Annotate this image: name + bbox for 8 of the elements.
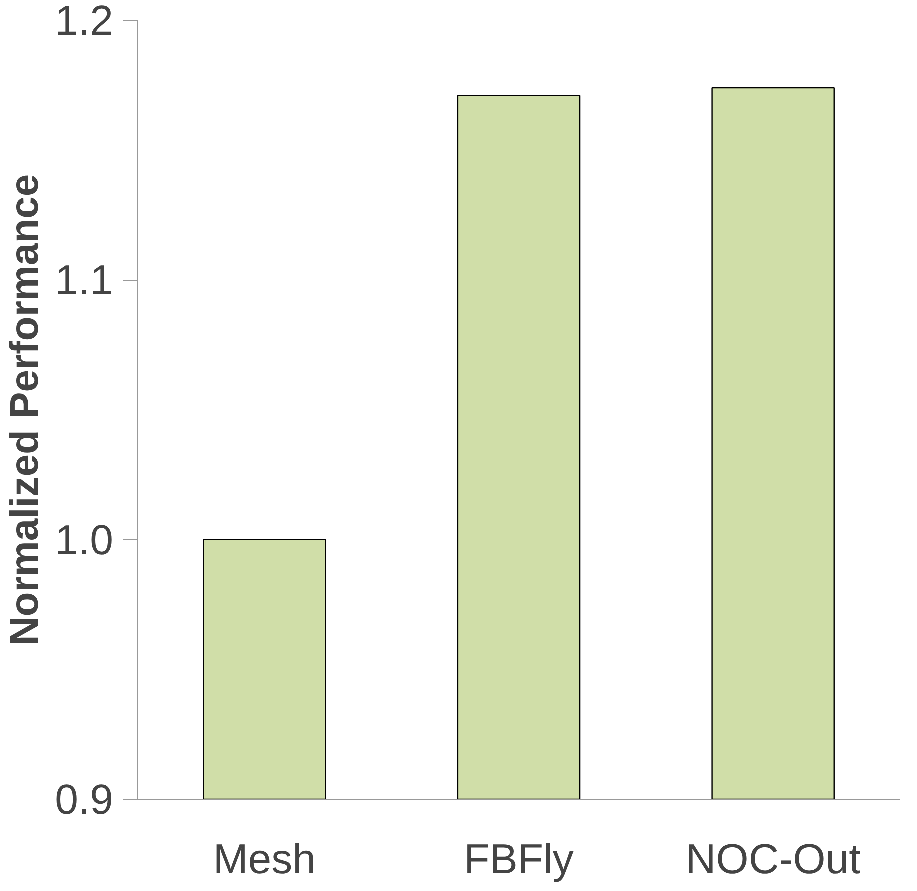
- x-tick-label: Mesh: [213, 836, 316, 882]
- x-tick-label: FBFly: [464, 836, 574, 882]
- x-tick-label: NOC-Out: [686, 836, 862, 882]
- y-axis-title: Normalized Performance: [3, 174, 48, 646]
- y-tick-label: 1.1: [55, 256, 114, 304]
- y-tick-label: 0.9: [55, 776, 114, 823]
- y-tick-label: 1.2: [55, 0, 114, 44]
- y-tick-label: 1.0: [55, 516, 114, 564]
